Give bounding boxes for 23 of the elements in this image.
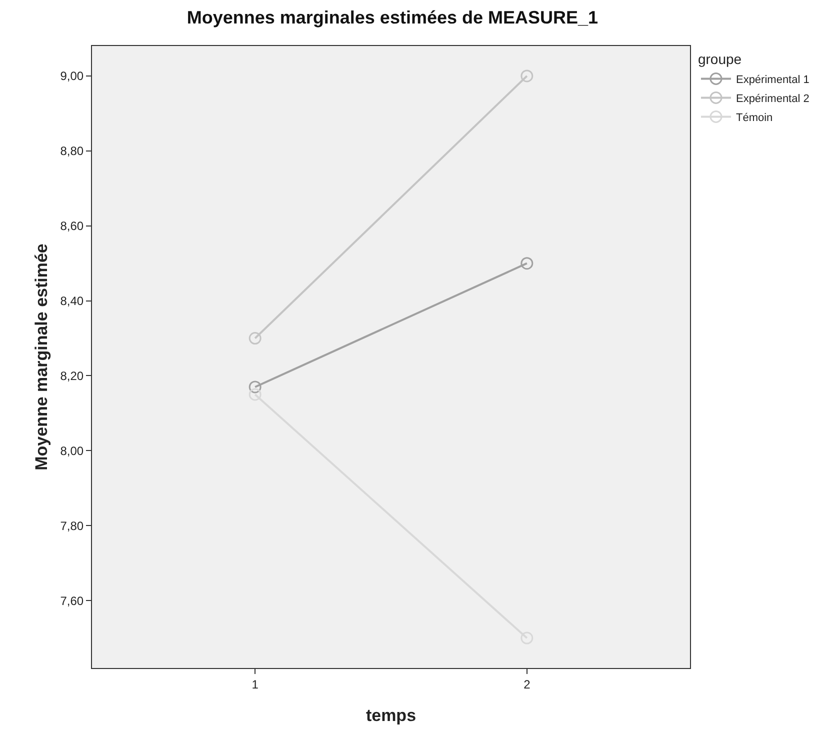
legend-label: Expérimental 2: [736, 92, 810, 105]
y-tick-label: 8,00: [60, 444, 84, 458]
y-tick-label: 8,20: [60, 368, 84, 383]
y-tick-label: 9,00: [60, 69, 84, 84]
x-tick-label: 2: [524, 677, 531, 692]
point: [520, 70, 534, 82]
y-tick-label: 7,60: [60, 594, 84, 608]
y-axis-title: Moyenne marginale estimée: [32, 244, 51, 470]
x-axis-title: temps: [366, 706, 416, 725]
point: [248, 388, 262, 401]
point: [248, 380, 262, 394]
y-tick-label: 8,40: [60, 294, 84, 308]
point: [520, 257, 534, 270]
chart-title: Moyennes marginales estimées de MEASURE_1: [186, 8, 598, 28]
x-tick-label: 1: [252, 677, 259, 692]
point: [248, 332, 262, 345]
y-tick-label: 7,80: [60, 518, 84, 533]
legend-label: Expérimental 1: [736, 74, 810, 86]
legend-label: Témoin: [736, 112, 773, 124]
y-tick-label: 8,60: [60, 219, 84, 234]
legend-title: groupe: [698, 51, 742, 68]
point: [520, 632, 534, 644]
y-tick-label: 8,80: [60, 144, 84, 158]
